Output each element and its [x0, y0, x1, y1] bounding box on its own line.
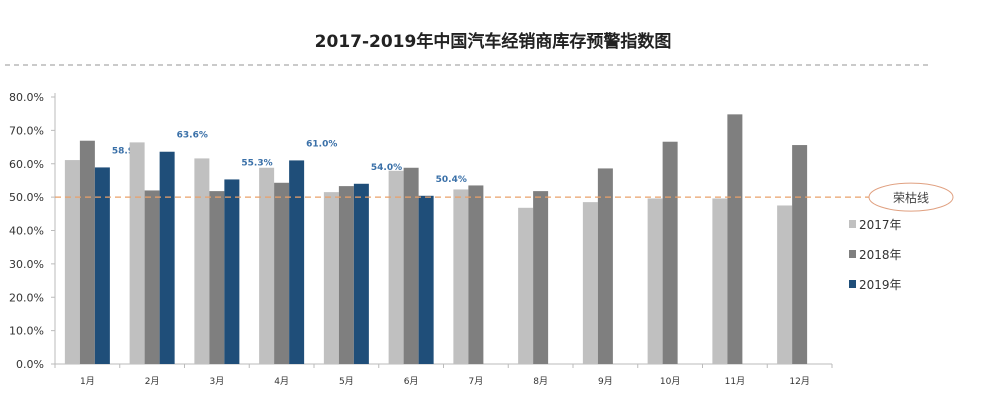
x-tick-label: 5月 [339, 376, 354, 387]
x-tick-label: 7月 [469, 376, 484, 387]
bar-2018年-6月 [403, 167, 419, 364]
x-tick-label: 10月 [660, 376, 680, 387]
y-tick-label: 40.0% [9, 225, 44, 238]
legend-label: 2018年 [859, 248, 902, 262]
legend-swatch [849, 220, 856, 228]
y-tick-label: 20.0% [9, 291, 44, 304]
bar-2019年-2月 [159, 151, 175, 364]
bar-2018年-2月 [144, 190, 160, 364]
x-tick-label: 6月 [404, 376, 419, 387]
bar-2018年-5月 [338, 186, 354, 364]
data-label: 63.6% [177, 131, 208, 141]
bar-2019年-6月 [418, 195, 434, 364]
bar-2018年-12月 [792, 145, 808, 364]
bar-2018年-10月 [662, 141, 678, 364]
y-tick-label: 10.0% [9, 325, 44, 338]
bar-2017年-5月 [323, 192, 339, 364]
bar-2017年-6月 [388, 170, 404, 364]
y-tick-label: 70.0% [9, 124, 44, 137]
bar-2018年-4月 [274, 182, 290, 364]
data-label: 55.3% [241, 158, 272, 168]
bar-2018年-8月 [533, 191, 549, 364]
x-tick-label: 4月 [274, 376, 289, 387]
y-tick-label: 60.0% [9, 158, 44, 171]
bar-2019年-5月 [353, 183, 369, 364]
x-tick-label: 12月 [789, 376, 809, 387]
legend-label: 2019年 [859, 278, 902, 292]
x-tick-label: 2月 [145, 376, 160, 387]
bar-2018年-7月 [468, 185, 484, 364]
x-tick-label: 8月 [533, 376, 548, 387]
bar-2018年-1月 [79, 140, 95, 364]
x-tick-label: 11月 [725, 376, 745, 387]
y-tick-label: 50.0% [9, 191, 44, 204]
x-tick-label: 3月 [210, 376, 225, 387]
x-tick-label: 1月 [80, 376, 95, 387]
legend-label: 2017年 [859, 218, 902, 232]
bar-2017年-4月 [259, 167, 275, 364]
bar-2017年-12月 [777, 205, 793, 364]
reference-line-label: 荣枯线 [893, 190, 929, 205]
x-tick-label: 9月 [598, 376, 613, 387]
bar-2017年-11月 [712, 198, 728, 364]
bar-2018年-11月 [727, 114, 743, 364]
legend-swatch [849, 250, 856, 258]
legend-swatch [849, 280, 856, 288]
bar-2017年-1月 [64, 160, 80, 364]
reference-line-badge [868, 182, 954, 212]
y-tick-label: 0.0% [16, 358, 44, 371]
y-tick-label: 30.0% [9, 258, 44, 271]
bar-2017年-2月 [129, 142, 145, 364]
bar-2018年-3月 [209, 191, 225, 364]
chart-title: 2017-2019年中国汽车经销商库存预警指数图 [315, 31, 672, 52]
bar-2019年-3月 [224, 179, 240, 364]
y-tick-label: 80.0% [9, 91, 44, 104]
bar-2017年-10月 [647, 198, 663, 364]
bar-2017年-8月 [518, 207, 534, 364]
bar-2017年-3月 [194, 158, 210, 364]
bar-2017年-7月 [453, 189, 469, 364]
data-label: 58.9% [112, 146, 143, 156]
data-label: 54.0% [371, 163, 402, 173]
data-label: 50.4% [436, 175, 467, 185]
data-label: 61.0% [306, 139, 337, 149]
bar-2019年-4月 [289, 160, 305, 364]
bar-2018年-9月 [597, 168, 613, 364]
bar-2017年-9月 [582, 202, 598, 364]
bar-2019年-1月 [94, 167, 110, 364]
